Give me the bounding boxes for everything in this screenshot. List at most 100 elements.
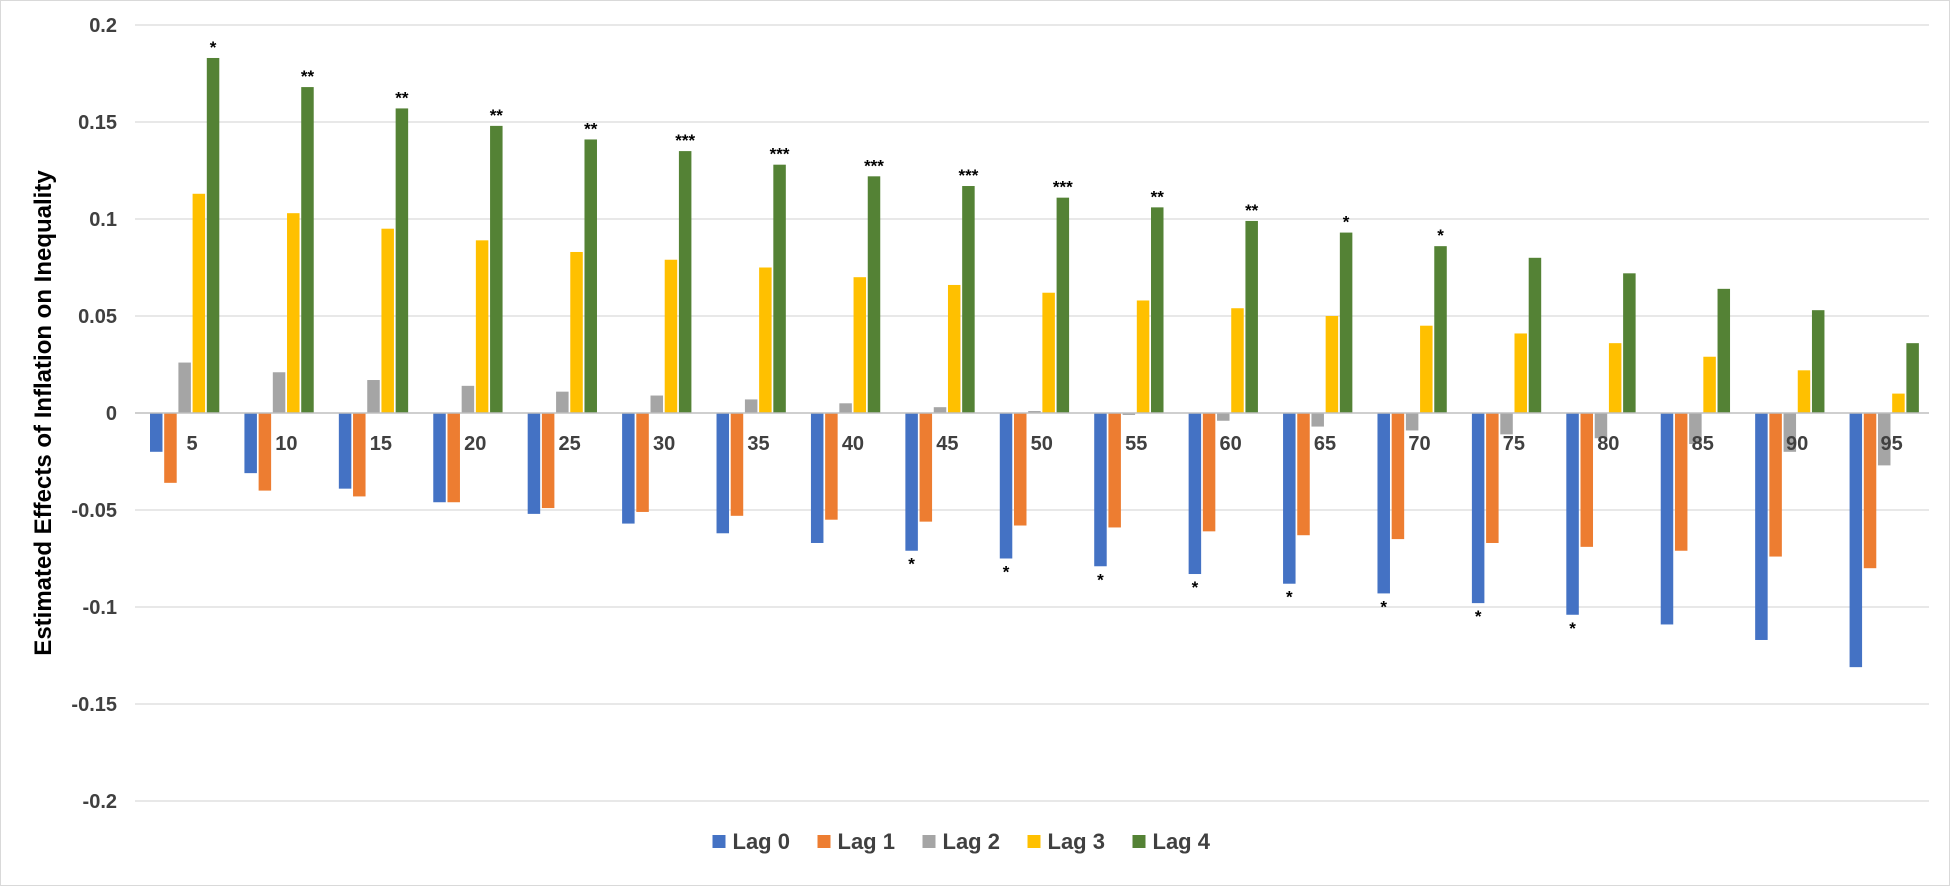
bar-lag-4-50 <box>1056 197 1070 413</box>
bar-lag-0-50 <box>999 413 1013 559</box>
y-tick-label: -0.2 <box>83 791 117 813</box>
gridlines <box>135 24 1929 802</box>
significance-marker: ** <box>1151 187 1165 206</box>
bar-lag-1-55 <box>1108 413 1121 528</box>
bar-lag-4-15 <box>395 108 409 414</box>
bar-lag-4-55 <box>1151 207 1164 413</box>
bar-lag-1-25 <box>541 413 555 509</box>
bar-lag-3-20 <box>475 240 489 413</box>
bar-lag-1-70 <box>1391 413 1405 540</box>
x-category-label: 25 <box>559 433 581 455</box>
bar-lag-2-35 <box>744 399 758 413</box>
bar-lag-3-75 <box>1514 333 1527 413</box>
bar-lag-2-45 <box>933 407 947 413</box>
bar-lag-1-30 <box>636 413 649 512</box>
bar-lag-3-45 <box>947 284 961 413</box>
significance-marker: *** <box>675 131 695 150</box>
bar-lag-0-80 <box>1566 413 1579 615</box>
x-category-label: 20 <box>464 433 486 455</box>
bar-lag-1-15 <box>353 413 366 497</box>
bar-lag-4-30 <box>678 151 692 413</box>
y-tick-label: 0 <box>106 403 117 425</box>
x-category-label: 85 <box>1692 433 1714 455</box>
significance-marker: *** <box>958 166 978 185</box>
bar-lag-1-80 <box>1580 413 1594 547</box>
y-tick-label: -0.1 <box>83 597 117 619</box>
x-category-label: 50 <box>1031 433 1053 455</box>
bar-lag-1-45 <box>919 413 933 522</box>
bars <box>150 57 1919 668</box>
bar-lag-3-10 <box>287 213 300 413</box>
significance-marker: ** <box>301 67 315 86</box>
significance-marker: ** <box>584 119 598 138</box>
bar-lag-4-20 <box>490 125 503 413</box>
legend-label: Lag 2 <box>943 829 1000 854</box>
x-category-label: 80 <box>1597 433 1619 455</box>
significance-marker: * <box>1475 607 1482 626</box>
bar-lag-1-65 <box>1297 413 1310 536</box>
y-axis-tick-labels: 0.2 0.15 0.1 0.05 0 -0.05 -0.1 -0.15 -0.2 <box>71 15 117 813</box>
bar-lag-4-80 <box>1623 273 1636 413</box>
significance-marker: ** <box>490 106 504 125</box>
bar-lag-0-10 <box>244 413 257 474</box>
legend-label: Lag 0 <box>733 829 790 854</box>
bar-lag-4-5 <box>206 57 220 413</box>
significance-marker: ** <box>395 88 409 107</box>
bar-lag-1-95 <box>1863 413 1877 569</box>
bar-lag-1-75 <box>1486 413 1499 543</box>
x-category-label: 30 <box>653 433 675 455</box>
x-category-label: 35 <box>747 433 769 455</box>
bar-lag-1-5 <box>164 413 177 483</box>
y-tick-label: 0.2 <box>89 15 117 37</box>
bar-lag-1-85 <box>1674 413 1688 551</box>
x-category-label: 70 <box>1408 433 1430 455</box>
significance-marker: * <box>210 38 217 57</box>
significance-marker: * <box>908 555 915 574</box>
significance-marker: * <box>1343 213 1350 232</box>
x-category-label: 60 <box>1220 433 1242 455</box>
bar-lag-3-95 <box>1892 393 1905 413</box>
significance-marker: *** <box>1053 178 1073 197</box>
significance-marker: * <box>1192 578 1199 597</box>
significance-markers: * * * *********************************** <box>210 38 1577 638</box>
significance-marker: * <box>1437 226 1444 245</box>
bar-lag-4-35 <box>773 164 786 413</box>
x-category-label: 40 <box>842 433 864 455</box>
bar-lag-2-15 <box>367 380 380 413</box>
significance-marker: * <box>1003 563 1010 582</box>
bar-lag-2-60 <box>1217 413 1230 421</box>
bar-lag-0-90 <box>1755 413 1768 640</box>
bar-lag-4-95 <box>1906 343 1919 413</box>
bar-lag-2-50 <box>1028 411 1041 413</box>
x-category-label: 10 <box>275 433 297 455</box>
bar-lag-0-85 <box>1660 413 1674 625</box>
bar-lag-3-35 <box>759 267 772 413</box>
bar-lag-4-85 <box>1717 288 1731 413</box>
legend-label: Lag 1 <box>838 829 895 854</box>
bar-lag-2-5 <box>178 362 191 413</box>
bar-lag-4-40 <box>867 176 881 413</box>
x-category-label: 65 <box>1314 433 1336 455</box>
bar-lag-3-70 <box>1420 325 1433 413</box>
bar-lag-4-75 <box>1528 257 1542 413</box>
legend-swatch <box>1027 835 1041 848</box>
x-category-label: 95 <box>1880 433 1902 455</box>
bar-lag-3-85 <box>1703 356 1716 413</box>
bar-lag-3-25 <box>570 251 583 413</box>
bar-lag-3-90 <box>1797 370 1811 413</box>
bar-lag-4-10 <box>301 87 314 413</box>
x-category-label: 75 <box>1503 433 1525 455</box>
bar-lag-1-35 <box>730 413 744 516</box>
bar-lag-0-70 <box>1377 413 1390 594</box>
bar-lag-0-65 <box>1283 413 1296 584</box>
bar-lag-1-90 <box>1769 413 1782 557</box>
y-tick-label: -0.05 <box>71 500 117 522</box>
y-tick-label: 0.1 <box>89 209 117 231</box>
bar-lag-2-55 <box>1122 413 1136 415</box>
bar-lag-4-60 <box>1245 220 1258 413</box>
x-category-label: 55 <box>1125 433 1147 455</box>
bar-lag-2-85 <box>1689 413 1702 445</box>
bar-lag-2-95 <box>1877 413 1891 466</box>
significance-marker: * <box>1097 570 1104 589</box>
